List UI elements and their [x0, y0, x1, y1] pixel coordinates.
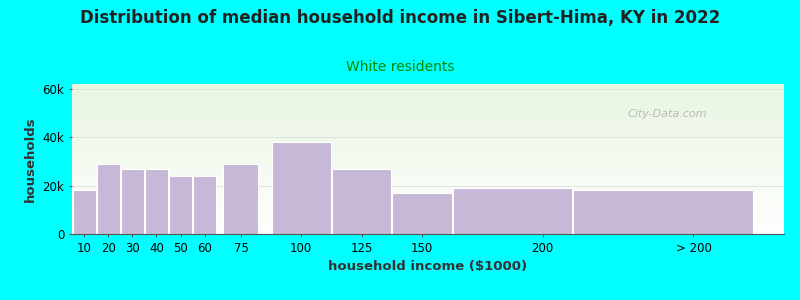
Text: White residents: White residents	[346, 60, 454, 74]
Bar	[574, 190, 754, 234]
Bar	[272, 142, 331, 234]
Bar	[453, 188, 572, 234]
Bar	[97, 164, 120, 234]
Bar	[392, 193, 451, 234]
Text: City-Data.com: City-Data.com	[627, 109, 707, 119]
Bar	[73, 190, 95, 234]
Bar	[145, 169, 168, 234]
Bar	[332, 169, 391, 234]
Bar	[223, 164, 258, 234]
X-axis label: household income ($1000): household income ($1000)	[329, 260, 527, 273]
Text: Distribution of median household income in Sibert-Hima, KY in 2022: Distribution of median household income …	[80, 9, 720, 27]
Bar	[121, 169, 144, 234]
Bar	[169, 176, 192, 234]
Bar	[194, 176, 216, 234]
Y-axis label: households: households	[24, 116, 37, 202]
